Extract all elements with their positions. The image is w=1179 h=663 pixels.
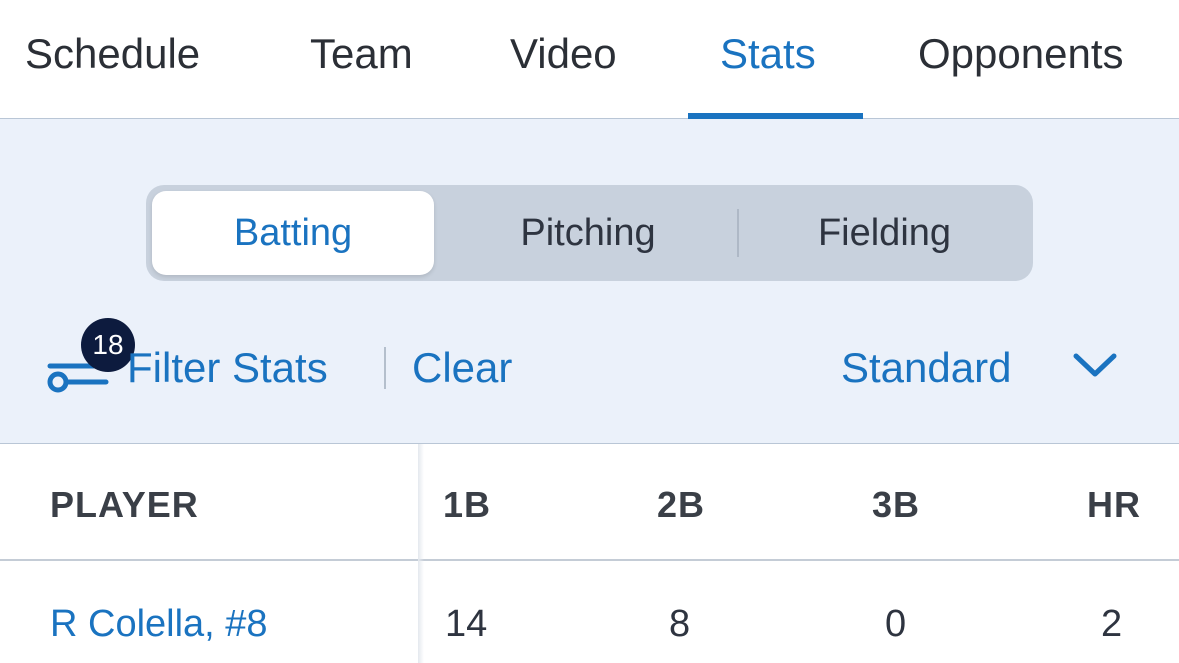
cell-1b: 14 xyxy=(445,603,488,645)
stats-table: PLAYER 1B 2B 3B HR R Colella, #8 14 8 0 … xyxy=(0,444,1179,663)
cell-2b: 8 xyxy=(669,603,691,645)
table-header: PLAYER 1B 2B 3B HR xyxy=(0,444,1179,561)
column-header-2b[interactable]: 2B xyxy=(657,484,706,525)
cell-3b: 0 xyxy=(885,603,907,645)
stat-type-segmented-control: Batting Pitching Fielding xyxy=(146,185,1033,281)
clear-filters-button[interactable]: Clear xyxy=(412,344,513,391)
segment-fielding[interactable]: Fielding xyxy=(817,211,952,254)
filter-separator xyxy=(384,347,386,389)
tab-team[interactable]: Team xyxy=(310,30,413,77)
filter-count-badge: 18 xyxy=(81,318,135,372)
tab-schedule[interactable]: Schedule xyxy=(25,30,201,77)
segment-batting[interactable]: Batting xyxy=(152,191,434,275)
cell-hr: 2 xyxy=(1101,603,1123,645)
tab-opponents[interactable]: Opponents xyxy=(918,30,1124,77)
stats-controls-panel: Batting Pitching Fielding xyxy=(0,119,1179,444)
tab-video[interactable]: Video xyxy=(510,30,617,77)
column-header-player[interactable]: PLAYER xyxy=(50,484,199,525)
top-tab-bar: Schedule Team Video Stats Opponents xyxy=(0,0,1179,119)
active-tab-indicator xyxy=(688,113,863,119)
segment-divider xyxy=(737,209,739,257)
column-header-hr[interactable]: HR xyxy=(1087,484,1141,525)
player-name-link[interactable]: R Colella, #8 xyxy=(50,603,268,645)
column-header-3b[interactable]: 3B xyxy=(872,484,921,525)
filter-stats-button[interactable]: Filter Stats xyxy=(127,344,328,391)
chevron-down-icon[interactable] xyxy=(1072,350,1118,380)
table-row: R Colella, #8 14 8 0 2 xyxy=(0,563,1179,663)
frozen-column-shadow xyxy=(418,444,424,663)
segment-pitching[interactable]: Pitching xyxy=(520,211,656,254)
column-header-1b[interactable]: 1B xyxy=(443,484,492,525)
stat-view-select[interactable]: Standard xyxy=(841,344,1012,391)
tab-stats[interactable]: Stats xyxy=(720,30,816,77)
